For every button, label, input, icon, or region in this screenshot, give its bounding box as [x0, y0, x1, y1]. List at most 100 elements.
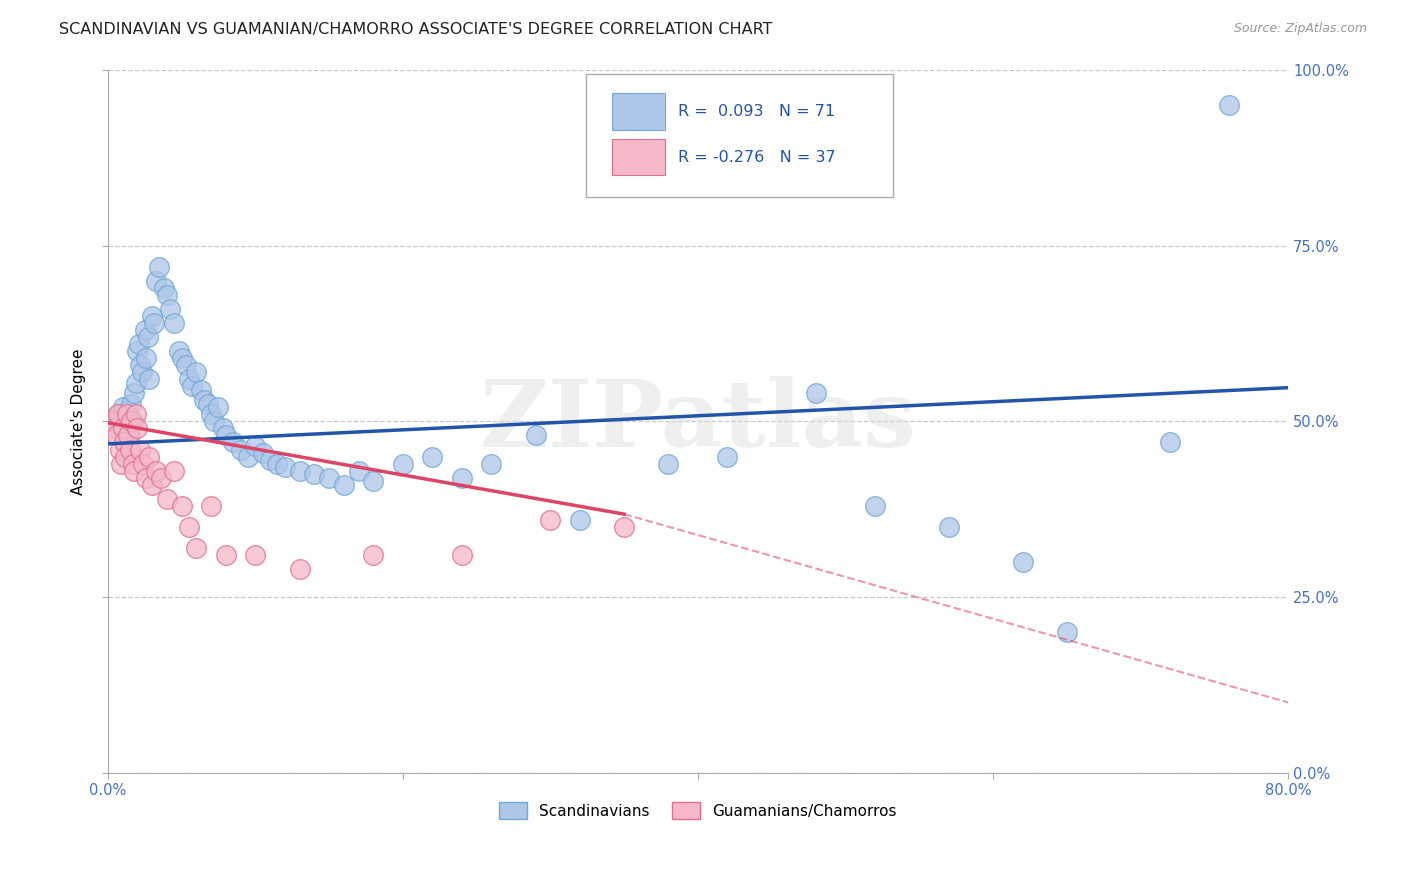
Point [114, 450, 136, 464]
Point [363, 474, 385, 488]
Point [657, 457, 679, 471]
Point [863, 499, 886, 513]
Point [101, 414, 124, 428]
Point [274, 460, 297, 475]
Point [104, 414, 127, 428]
Point [107, 408, 129, 422]
Point [117, 404, 139, 418]
Text: Source: ZipAtlas.com: Source: ZipAtlas.com [1233, 22, 1367, 36]
Point [363, 548, 385, 562]
Point [142, 316, 165, 330]
Point [148, 260, 170, 274]
Point [938, 520, 960, 534]
Point [138, 372, 160, 386]
Point [141, 309, 163, 323]
FancyBboxPatch shape [586, 73, 893, 196]
Point [716, 450, 738, 464]
Point [125, 408, 148, 422]
Point [107, 408, 129, 422]
Point [132, 457, 155, 471]
Point [121, 414, 143, 428]
Point [170, 351, 193, 366]
Point [1218, 98, 1240, 112]
Point [129, 358, 152, 372]
Point [141, 477, 163, 491]
Point [479, 457, 502, 471]
Point [112, 410, 135, 425]
Point [127, 421, 149, 435]
Point [163, 464, 186, 478]
Point [127, 344, 149, 359]
Point [114, 421, 136, 435]
Point [121, 457, 143, 471]
Point [347, 464, 370, 478]
Point [174, 358, 197, 372]
Point [450, 470, 472, 484]
Point [145, 274, 167, 288]
Point [177, 372, 200, 386]
Point [167, 344, 190, 359]
Point [222, 435, 245, 450]
Point [118, 442, 141, 457]
Point [180, 379, 202, 393]
Point [124, 464, 146, 478]
Point [613, 520, 636, 534]
Point [288, 464, 311, 478]
Point [304, 467, 326, 482]
Point [568, 513, 591, 527]
Point [804, 386, 827, 401]
Point [177, 520, 200, 534]
Point [108, 442, 131, 457]
Point [266, 457, 288, 471]
Y-axis label: Associate's Degree: Associate's Degree [72, 348, 86, 495]
Point [236, 450, 259, 464]
Point [117, 428, 139, 442]
Point [136, 330, 159, 344]
Point [200, 408, 222, 422]
Point [120, 414, 142, 428]
Point [200, 499, 222, 513]
Point [138, 450, 160, 464]
Point [229, 442, 252, 457]
Point [392, 457, 415, 471]
Point [111, 401, 134, 415]
Point [524, 428, 547, 442]
Point [193, 393, 215, 408]
Point [134, 323, 156, 337]
Point [145, 464, 167, 478]
Point [245, 548, 267, 562]
Point [259, 453, 281, 467]
Point [202, 414, 225, 428]
Text: R =  0.093   N = 71: R = 0.093 N = 71 [678, 104, 835, 119]
Point [170, 499, 193, 513]
Legend: Scandinavians, Guamanians/Chamorros: Scandinavians, Guamanians/Chamorros [494, 796, 903, 825]
Point [129, 442, 152, 457]
Point [163, 316, 186, 330]
Point [186, 541, 208, 555]
Point [422, 450, 444, 464]
Point [197, 397, 219, 411]
Point [131, 365, 153, 379]
Point [135, 351, 157, 366]
Point [538, 513, 561, 527]
Point [112, 435, 135, 450]
Point [118, 428, 141, 442]
Point [111, 421, 134, 435]
Point [156, 288, 179, 302]
Point [1011, 555, 1033, 569]
FancyBboxPatch shape [612, 139, 665, 176]
Point [333, 477, 356, 491]
Point [104, 421, 127, 435]
Point [211, 421, 233, 435]
Point [190, 383, 212, 397]
Text: R = -0.276   N = 37: R = -0.276 N = 37 [678, 150, 835, 165]
Point [1159, 435, 1181, 450]
Point [149, 470, 172, 484]
Point [215, 428, 238, 442]
Point [252, 446, 274, 460]
Point [186, 365, 208, 379]
Point [135, 470, 157, 484]
FancyBboxPatch shape [612, 94, 665, 130]
Point [153, 281, 176, 295]
Point [450, 548, 472, 562]
